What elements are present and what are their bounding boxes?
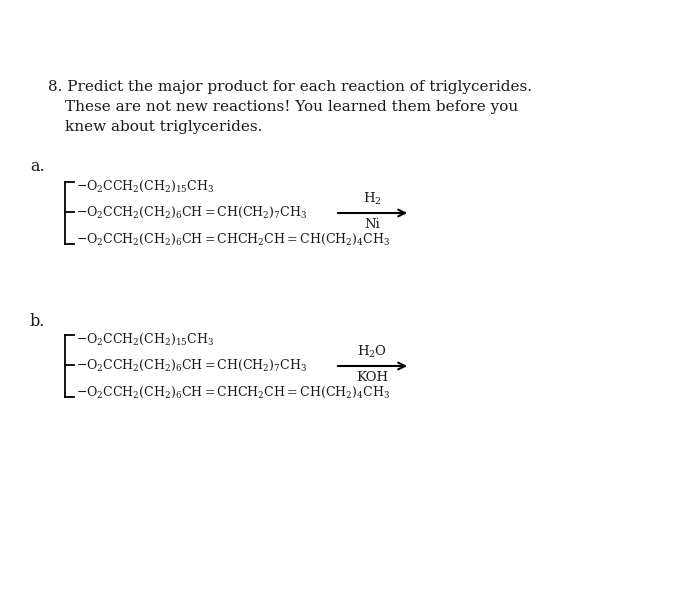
- Text: b.: b.: [30, 313, 46, 330]
- Text: $\mathregular{H_2}$: $\mathregular{H_2}$: [363, 191, 382, 207]
- Text: KOH: KOH: [357, 371, 388, 384]
- Text: Ni: Ni: [364, 218, 380, 231]
- Text: knew about triglycerides.: knew about triglycerides.: [65, 120, 262, 134]
- Text: $\mathregular{-O_2CCH_2(CH_2)_6CH=CH(CH_2)_7CH_3}$: $\mathregular{-O_2CCH_2(CH_2)_6CH=CH(CH_…: [76, 358, 307, 373]
- Text: $\mathregular{H_2O}$: $\mathregular{H_2O}$: [357, 344, 388, 360]
- Text: $\mathregular{-O_2CCH_2(CH_2)_6CH=CHCH_2CH=CH(CH_2)_4CH_3}$: $\mathregular{-O_2CCH_2(CH_2)_6CH=CHCH_2…: [76, 385, 390, 400]
- Text: $\mathregular{-O_2CCH_2(CH_2)_{15}CH_3}$: $\mathregular{-O_2CCH_2(CH_2)_{15}CH_3}$: [76, 332, 214, 347]
- Text: These are not new reactions! You learned them before you: These are not new reactions! You learned…: [65, 100, 518, 114]
- Text: $\mathregular{-O_2CCH_2(CH_2)_{15}CH_3}$: $\mathregular{-O_2CCH_2(CH_2)_{15}CH_3}$: [76, 179, 214, 194]
- Text: $\mathregular{-O_2CCH_2(CH_2)_6CH=CH(CH_2)_7CH_3}$: $\mathregular{-O_2CCH_2(CH_2)_6CH=CH(CH_…: [76, 205, 307, 220]
- Text: a.: a.: [30, 158, 45, 175]
- Text: 8. Predict the major product for each reaction of triglycerides.: 8. Predict the major product for each re…: [48, 80, 532, 94]
- Text: $\mathregular{-O_2CCH_2(CH_2)_6CH=CHCH_2CH=CH(CH_2)_4CH_3}$: $\mathregular{-O_2CCH_2(CH_2)_6CH=CHCH_2…: [76, 232, 390, 247]
